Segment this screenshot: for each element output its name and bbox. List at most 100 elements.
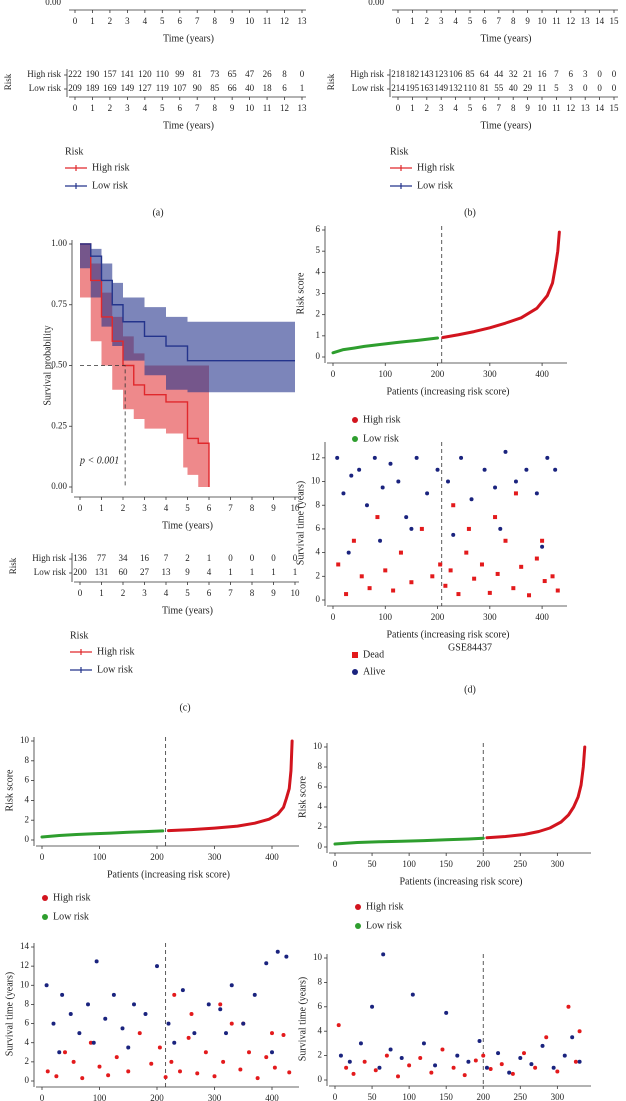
y-axis-label: Survival time (years) — [297, 977, 308, 1061]
row-title: Risk — [3, 73, 13, 90]
point — [77, 1031, 82, 1036]
y-tick-label: 8 — [318, 976, 323, 986]
point — [534, 556, 539, 561]
x-tick-label: 3 — [142, 503, 147, 513]
x-tick-label: 6 — [207, 588, 212, 598]
point — [68, 1012, 73, 1016]
risk-curve — [485, 745, 587, 840]
y-tick-label: 2 — [316, 309, 321, 319]
ci-band — [80, 244, 295, 393]
point — [477, 1038, 482, 1043]
y-tick-label: 4 — [318, 1025, 323, 1035]
legend-label: Low risk — [97, 664, 133, 675]
legend-title: Risk — [70, 630, 88, 641]
x-tick-label: 13 — [298, 16, 308, 26]
point — [270, 1050, 274, 1055]
x-tick-label: 150 — [439, 859, 453, 869]
point — [511, 586, 516, 591]
risk-count: 120 — [138, 69, 152, 79]
point — [80, 1076, 85, 1081]
point — [218, 1007, 223, 1012]
point — [407, 1063, 412, 1068]
y-tick-label: 0.00 — [51, 481, 67, 491]
y-tick-label: 8 — [25, 998, 30, 1008]
x-tick-label: 0 — [331, 369, 336, 379]
point — [166, 1021, 171, 1026]
risk-curve — [441, 230, 561, 340]
point — [341, 491, 346, 496]
x-tick-label: 15 — [610, 103, 620, 113]
risk-count: 60 — [119, 567, 129, 577]
x-axis-label: Time (years) — [163, 120, 214, 131]
risk-count: 32 — [509, 69, 518, 79]
point — [540, 538, 545, 543]
risk-count: 132 — [449, 83, 463, 93]
point — [86, 1002, 90, 1007]
x-tick-label: 200 — [431, 612, 445, 622]
risk-count: 40 — [245, 83, 255, 93]
risk-count: 7 — [554, 69, 559, 79]
point — [336, 1023, 341, 1028]
x-tick-label: 200 — [476, 859, 490, 869]
point — [54, 1074, 59, 1079]
x-tick-label: 14 — [595, 103, 605, 113]
y-tick-label: 2 — [316, 570, 321, 580]
x-tick-label: 2 — [425, 16, 430, 26]
x-tick-label: 1 — [410, 103, 415, 113]
point — [362, 1059, 367, 1064]
x-tick-label: 400 — [265, 852, 279, 862]
risk-count: 127 — [138, 83, 152, 93]
point — [479, 562, 484, 567]
point — [419, 526, 424, 531]
point — [126, 1045, 131, 1050]
x-tick-label: 9 — [230, 16, 235, 26]
x-tick-label: 10 — [245, 103, 255, 113]
y-tick-label: 4 — [25, 1037, 30, 1047]
point — [384, 1053, 389, 1058]
point — [482, 467, 487, 472]
point — [466, 1059, 471, 1064]
point — [487, 590, 492, 595]
point — [518, 1056, 523, 1061]
point — [545, 455, 550, 460]
point — [451, 503, 456, 508]
point — [149, 1061, 154, 1066]
risk-count: 77 — [97, 553, 107, 563]
risk-count: 131 — [95, 567, 109, 577]
y-tick-label: 2 — [318, 1050, 323, 1060]
point — [421, 1041, 426, 1046]
x-tick-label: 15 — [610, 16, 620, 26]
y-tick-label: 4 — [316, 266, 321, 276]
point — [284, 954, 289, 959]
point — [94, 959, 99, 964]
point — [464, 550, 469, 555]
x-tick-label: 200 — [476, 1092, 490, 1101]
point — [264, 1055, 269, 1060]
x-tick-label: 1 — [410, 16, 415, 26]
x-tick-label: 0 — [396, 16, 401, 26]
point — [398, 550, 403, 555]
x-tick-label: 9 — [230, 103, 235, 113]
risk-count: 222 — [68, 69, 82, 79]
x-tick-label: 7 — [195, 103, 200, 113]
risk-count: 99 — [175, 69, 185, 79]
point — [372, 455, 377, 460]
x-tick-label: 5 — [468, 16, 473, 26]
point — [351, 538, 356, 543]
legend-label: High risk — [97, 646, 135, 657]
y-axis-label: Survival probability — [42, 325, 53, 405]
y-tick-label: 0 — [318, 841, 323, 851]
point — [264, 961, 269, 966]
risk-count: 47 — [245, 69, 255, 79]
x-tick-label: 200 — [150, 852, 164, 862]
point — [566, 1004, 571, 1009]
point — [373, 1068, 378, 1073]
risk-curve — [331, 336, 440, 355]
point — [186, 1035, 191, 1040]
point — [88, 1040, 93, 1045]
risk-count: 169 — [103, 83, 117, 93]
point — [522, 1051, 526, 1056]
risk-count: 1 — [300, 83, 305, 93]
x-axis-label: Time (years) — [162, 605, 213, 616]
point — [229, 1021, 234, 1026]
